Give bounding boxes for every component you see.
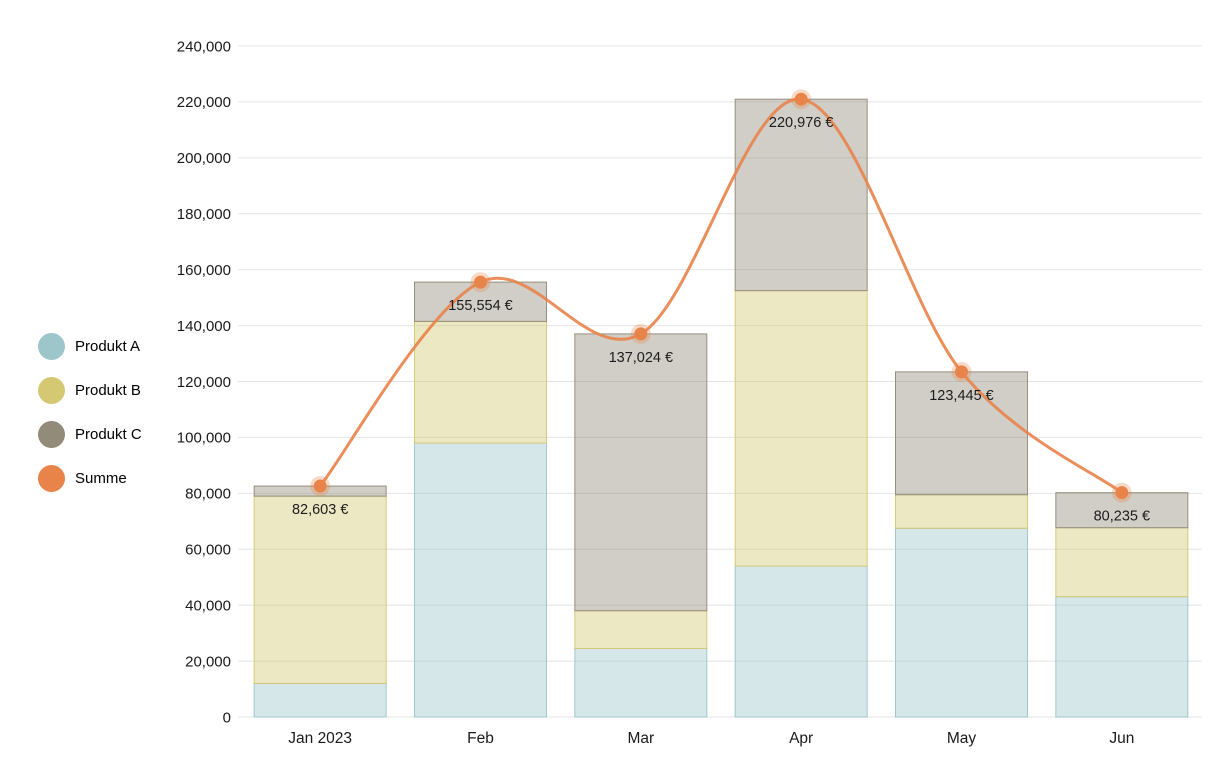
summe-point-label: 123,445 € <box>929 388 994 404</box>
y-axis-tick-label: 100,000 <box>177 430 231 447</box>
legend-item-produkt-b[interactable]: Produkt B <box>38 377 142 404</box>
bar-segment-produkt-a[interactable] <box>574 648 708 718</box>
x-axis-category-label: May <box>947 730 977 747</box>
x-axis-category-label: Mar <box>627 730 654 747</box>
summe-point[interactable] <box>794 92 808 106</box>
bar-segment-produkt-a[interactable] <box>253 682 387 718</box>
x-axis-category-label: Apr <box>789 730 813 747</box>
summe-point-label: 155,554 € <box>448 298 513 314</box>
summe-point[interactable] <box>1115 486 1129 500</box>
y-axis-tick-label: 180,000 <box>177 206 231 223</box>
bar-segment-produkt-a[interactable] <box>1055 596 1189 718</box>
bar-segment-produkt-b[interactable] <box>734 290 868 567</box>
legend-swatch-summe <box>38 465 65 492</box>
y-axis-tick-label: 120,000 <box>177 374 231 391</box>
bar-segment-produkt-c[interactable] <box>895 371 1028 496</box>
x-axis-category-label: Jun <box>1109 730 1134 747</box>
legend-label-produkt-b: Produkt B <box>75 381 141 399</box>
y-axis-tick-label: 60,000 <box>185 542 231 559</box>
legend-label-produkt-c: Produkt C <box>75 425 142 443</box>
bar-segment-produkt-a[interactable] <box>414 442 547 718</box>
summe-point[interactable] <box>474 275 487 289</box>
y-axis-tick-label: 80,000 <box>185 486 231 503</box>
y-axis-tick-label: 140,000 <box>177 318 231 335</box>
summe-point[interactable] <box>313 479 327 493</box>
legend-label-summe: Summe <box>75 469 127 487</box>
legend-item-produkt-c[interactable]: Produkt C <box>38 421 142 448</box>
bar-segment-produkt-b[interactable] <box>253 495 387 684</box>
summe-point[interactable] <box>634 327 648 341</box>
x-axis-category-label: Jan 2023 <box>288 730 352 747</box>
chart-legend: Produkt A Produkt B Produkt C Summe <box>38 333 142 492</box>
summe-point-label: 82,603 € <box>292 502 348 518</box>
bar-segment-produkt-c[interactable] <box>414 281 547 322</box>
y-axis-tick-label: 160,000 <box>177 262 231 279</box>
summe-point[interactable] <box>955 365 968 379</box>
y-axis-tick-label: 220,000 <box>177 94 231 111</box>
y-axis-tick-label: 200,000 <box>177 150 231 167</box>
legend-item-produkt-a[interactable]: Produkt A <box>38 333 142 360</box>
y-axis-tick-label: 20,000 <box>185 653 231 670</box>
y-axis-tick-label: 40,000 <box>185 597 231 614</box>
bar-segment-produkt-b[interactable] <box>414 320 547 444</box>
legend-label-produkt-a: Produkt A <box>75 337 141 355</box>
legend-item-summe[interactable]: Summe <box>38 465 142 492</box>
bar-segment-produkt-c[interactable] <box>574 333 708 612</box>
x-axis-category-label: Feb <box>467 730 494 747</box>
summe-point-label: 137,024 € <box>609 350 674 366</box>
y-axis-tick-label: 0 <box>223 709 231 726</box>
legend-swatch-produkt-c <box>38 421 65 448</box>
bar-segment-produkt-b[interactable] <box>1055 527 1189 598</box>
y-axis-tick-label: 240,000 <box>177 38 231 55</box>
legend-swatch-produkt-a <box>38 333 65 360</box>
summe-point-label: 80,235 € <box>1094 509 1150 525</box>
bar-segment-produkt-b[interactable] <box>574 610 708 650</box>
summe-point-label: 220,976 € <box>769 115 834 131</box>
bar-segment-produkt-a[interactable] <box>734 565 868 718</box>
bar-segment-produkt-b[interactable] <box>895 494 1028 529</box>
bar-segment-produkt-a[interactable] <box>895 527 1028 718</box>
legend-swatch-produkt-b <box>38 377 65 404</box>
